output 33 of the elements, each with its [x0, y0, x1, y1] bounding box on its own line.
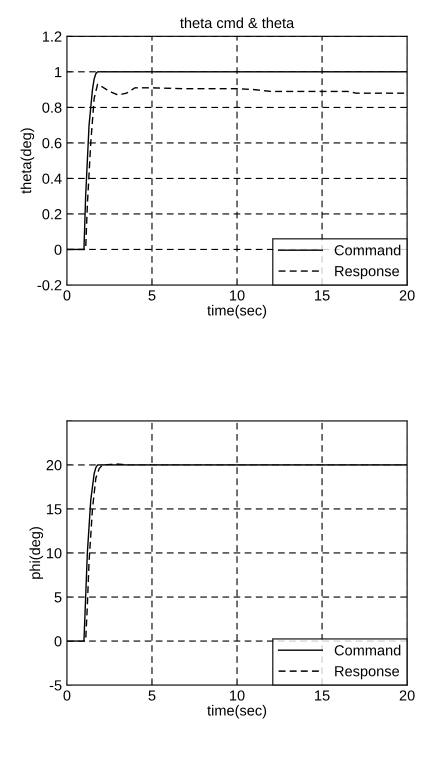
x-tick-label: 15 [315, 290, 330, 301]
y-tick-label: 0.4 [42, 174, 62, 184]
y-tick-label: 0 [54, 636, 62, 646]
x-axis-title: time(sec) [207, 304, 266, 318]
chart-title: theta cmd & theta [180, 17, 294, 28]
x-axis-title: time(sec) [207, 704, 266, 719]
y-tick-label: 20 [46, 460, 62, 470]
y-tick-label: 0 [54, 244, 62, 255]
x-tick-label: 5 [148, 690, 156, 701]
x-tick-label: 15 [315, 690, 330, 701]
y-tick-label: 15 [46, 504, 62, 514]
legend-label: Response [335, 266, 400, 280]
x-tick-label: 5 [148, 290, 156, 301]
y-tick-label: 1.2 [42, 31, 62, 42]
y-axis-title: phi(deg) [29, 527, 44, 579]
x-tick-label: 0 [63, 290, 70, 301]
x-tick-label: 20 [400, 290, 415, 301]
x-tick-label: 10 [230, 290, 245, 301]
y-tick-label: -0.2 [38, 280, 62, 290]
y-tick-label: 0.8 [42, 102, 62, 113]
y-tick-label: 0.2 [42, 209, 62, 220]
y-tick-label: -5 [50, 680, 62, 691]
y-tick-label: 1 [55, 67, 62, 78]
y-tick-label: 0.6 [42, 138, 62, 148]
legend-label: Response [335, 666, 400, 680]
y-axis-title: theta(deg) [20, 128, 34, 194]
legend-label: Command [334, 644, 400, 656]
x-tick-label: 10 [230, 690, 245, 701]
legend-label: Command [334, 244, 400, 256]
y-tick-label: 10 [46, 548, 62, 558]
x-tick-label: 20 [400, 690, 415, 701]
y-tick-label: 5 [54, 592, 62, 602]
x-tick-label: 0 [63, 690, 70, 701]
